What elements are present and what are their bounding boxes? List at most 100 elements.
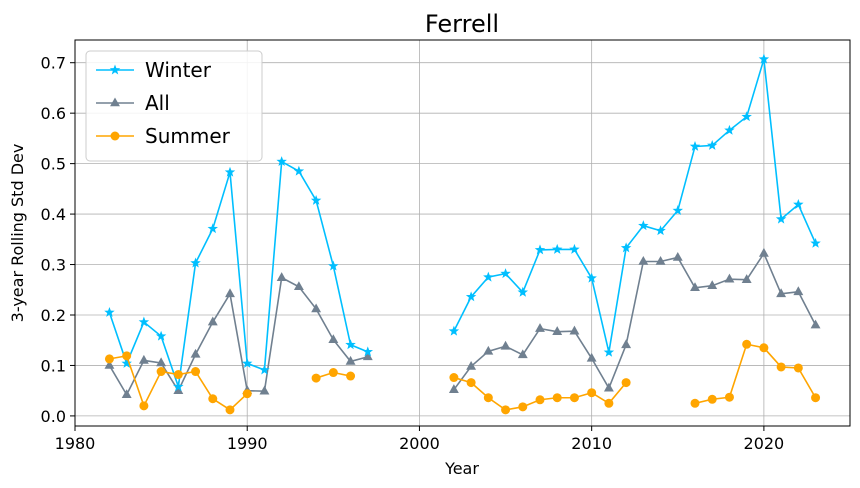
data-point <box>810 319 821 329</box>
legend-marker <box>110 97 120 107</box>
data-point <box>104 359 115 369</box>
data-point <box>586 272 597 283</box>
data-point <box>224 166 236 177</box>
data-point <box>293 281 304 291</box>
data-point <box>328 368 338 378</box>
data-point <box>173 385 184 394</box>
data-point <box>293 165 305 176</box>
data-point <box>758 247 769 257</box>
data-point <box>139 401 149 411</box>
data-point <box>311 373 321 383</box>
data-point <box>724 124 735 135</box>
data-point <box>122 351 132 361</box>
data-point <box>276 156 287 167</box>
legend-marker <box>110 131 120 141</box>
data-point <box>156 357 167 367</box>
data-point <box>759 343 769 353</box>
data-point <box>776 362 786 372</box>
data-point <box>449 373 459 383</box>
data-point <box>483 345 494 355</box>
data-point <box>707 280 718 290</box>
data-point <box>346 371 356 381</box>
data-point <box>620 242 632 253</box>
y-tick-label: 0.5 <box>41 155 66 174</box>
data-point <box>569 243 580 254</box>
data-point <box>724 273 735 283</box>
data-point <box>191 367 201 377</box>
data-point <box>552 393 562 403</box>
data-point <box>810 237 821 248</box>
y-tick-label: 0.3 <box>41 256 66 275</box>
data-point <box>466 360 477 370</box>
data-point <box>775 213 787 224</box>
legend-label: All <box>145 91 170 115</box>
data-point <box>190 348 201 358</box>
data-point <box>173 370 183 380</box>
data-point <box>328 260 339 271</box>
series-all <box>104 247 821 399</box>
data-point <box>758 53 770 64</box>
data-point <box>241 357 253 368</box>
series-winter <box>104 53 821 392</box>
y-tick-label: 0.4 <box>41 205 66 224</box>
legend-entry-winter: Winter <box>96 58 212 82</box>
data-point <box>156 367 166 377</box>
data-point <box>121 357 132 368</box>
data-point <box>707 394 717 404</box>
data-point <box>604 398 614 408</box>
data-point <box>501 405 511 415</box>
data-point <box>259 385 270 395</box>
legend-label: Winter <box>145 58 212 82</box>
y-tick-label: 0.6 <box>41 104 66 123</box>
data-point <box>465 291 477 302</box>
data-point <box>311 303 322 313</box>
data-point <box>534 244 546 255</box>
chart-title: Ferrell <box>425 10 499 38</box>
data-point <box>276 272 287 281</box>
y-tick-label: 0.7 <box>41 54 66 73</box>
data-point <box>741 111 752 122</box>
legend: Winter All Summer <box>85 50 263 162</box>
data-point <box>208 394 218 404</box>
data-point <box>586 352 597 362</box>
series-summer <box>104 339 821 415</box>
x-tick-label: 2000 <box>399 434 440 453</box>
data-point <box>690 398 700 408</box>
data-point <box>345 355 356 365</box>
data-point <box>638 256 649 265</box>
data-point <box>776 288 787 298</box>
data-point <box>638 220 649 231</box>
data-point <box>741 274 752 283</box>
data-point <box>190 257 201 268</box>
data-point <box>672 251 683 261</box>
y-tick-label: 0.2 <box>41 306 66 325</box>
x-tick-label: 2010 <box>571 434 612 453</box>
data-point <box>225 288 235 298</box>
data-point <box>104 354 114 364</box>
x-axis-label: Year <box>444 459 479 478</box>
data-point <box>448 384 459 393</box>
y-tick-label: 0.1 <box>41 356 66 375</box>
data-point <box>328 334 339 344</box>
data-point <box>793 198 804 209</box>
data-point <box>551 243 563 254</box>
data-point <box>207 316 218 326</box>
data-point <box>155 330 167 341</box>
data-point <box>690 282 700 292</box>
data-point <box>535 323 545 332</box>
data-point <box>345 339 356 350</box>
x-tick-label: 1980 <box>55 434 96 453</box>
data-point <box>448 325 460 336</box>
data-point <box>138 316 150 327</box>
data-point <box>121 389 132 399</box>
data-point <box>259 364 270 375</box>
data-point <box>362 351 373 361</box>
data-point <box>483 271 494 282</box>
data-point <box>706 139 718 150</box>
series-line <box>108 251 817 397</box>
data-point <box>621 339 632 349</box>
legend-box <box>85 50 263 162</box>
legend-marker <box>109 64 121 75</box>
data-point <box>587 388 597 398</box>
y-axis-label: 3-year Rolling Std Dev <box>8 144 27 323</box>
